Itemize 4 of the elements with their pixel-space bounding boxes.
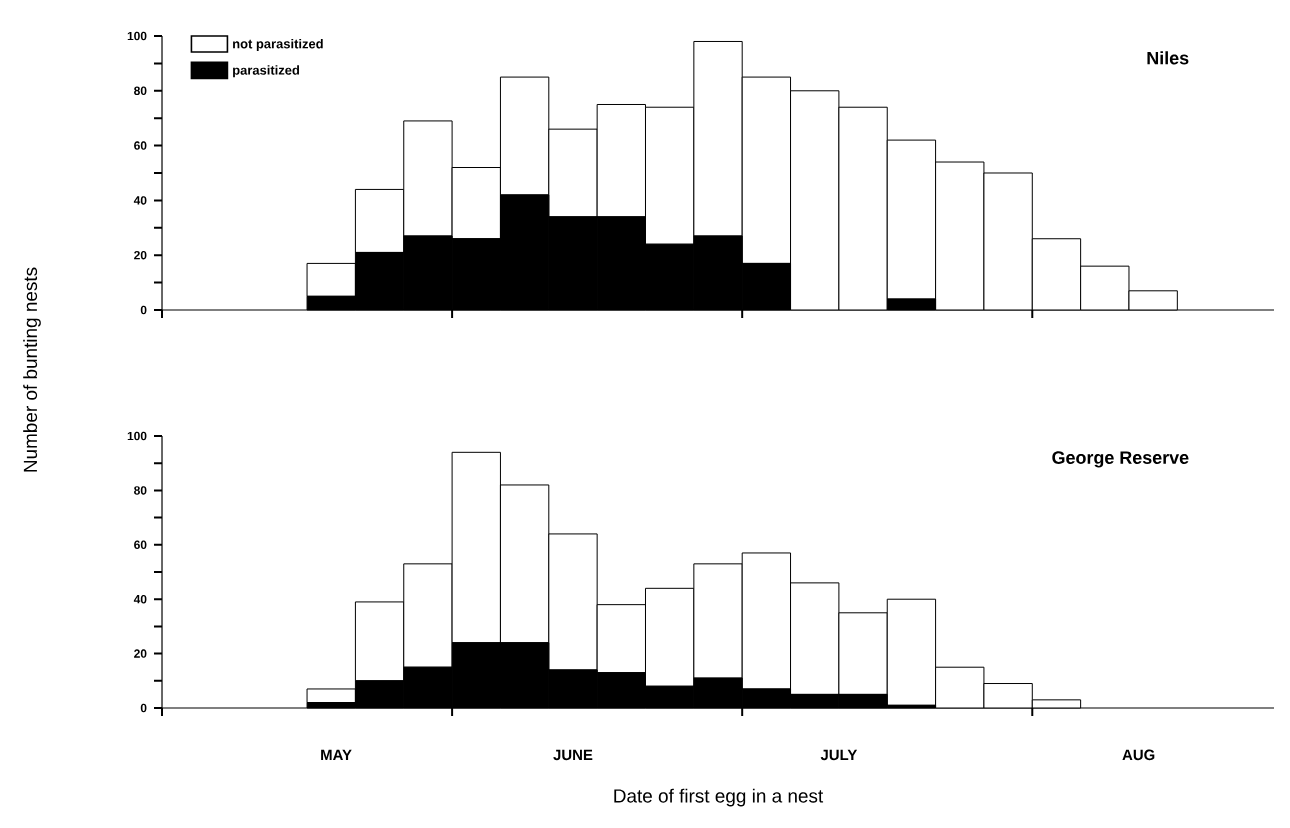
- y-axis-title: Number of bunting nests: [23, 267, 41, 472]
- text: Niles: [1147, 51, 1189, 65]
- text: George Reserve: [1052, 451, 1189, 468]
- x-axis-title: Date of first egg in a nest: [614, 788, 824, 807]
